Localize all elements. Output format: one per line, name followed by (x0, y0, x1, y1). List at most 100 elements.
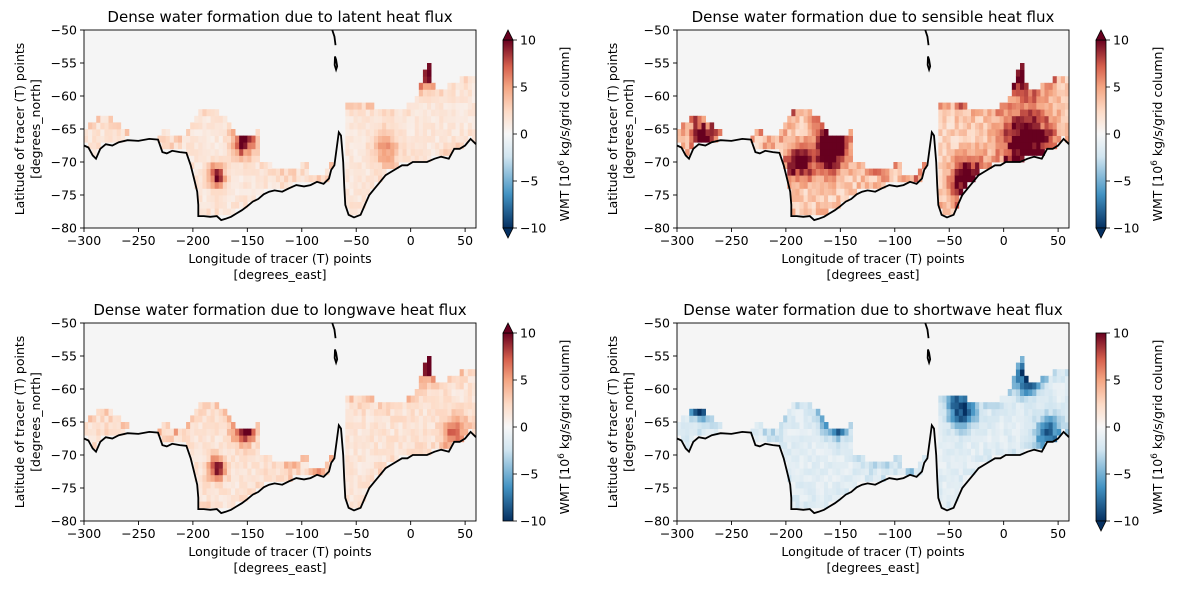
heat-cell (807, 195, 813, 202)
x-tick-label: 0 (1000, 526, 1008, 541)
heat-cell (386, 162, 391, 169)
heat-cell (378, 135, 383, 143)
heat-cell (390, 155, 395, 163)
heat-cell (447, 89, 452, 97)
heat-cell (950, 148, 956, 156)
heat-cell (357, 408, 363, 416)
colorbar-tick-label: 10 (1113, 33, 1129, 48)
heat-cell (1064, 402, 1070, 410)
heat-cell (811, 188, 817, 196)
heat-cell (962, 162, 968, 169)
heat-cell (165, 129, 171, 136)
heat-cell (946, 474, 951, 482)
heat-cell (938, 122, 943, 130)
heat-cell (255, 468, 260, 476)
heat-cell (361, 129, 367, 136)
heat-cell (987, 122, 992, 130)
heat-cell (382, 155, 387, 163)
heat-cell (832, 195, 837, 202)
heat-cell (418, 102, 424, 110)
heat-cell (791, 461, 796, 469)
heat-cell (394, 402, 399, 410)
heat-cell (1011, 89, 1017, 97)
heat-cell (860, 468, 866, 476)
x-tick-label: −150 (230, 526, 264, 541)
heat-cell (324, 175, 330, 183)
x-tick-label: −300 (660, 526, 694, 541)
heat-cell (414, 395, 420, 403)
heat-cell (946, 195, 951, 202)
heat-cell (369, 428, 375, 436)
heat-cell (811, 135, 817, 143)
heat-cell (255, 441, 260, 449)
heat-cell (222, 461, 228, 469)
heat-cell (1015, 362, 1021, 370)
heat-cell (251, 474, 256, 482)
heat-cell (840, 148, 845, 156)
heat-cell (975, 461, 980, 469)
heat-cell (779, 135, 784, 143)
heat-cell (431, 375, 436, 383)
heat-cell (836, 162, 841, 169)
heat-cell (202, 201, 207, 209)
heat-cell (206, 494, 211, 502)
heat-cell (1056, 408, 1062, 416)
heat-cell (394, 448, 399, 456)
heat-cell (410, 441, 416, 449)
heat-cell (1020, 375, 1025, 383)
heat-cell (349, 448, 354, 456)
heat-cell (799, 135, 804, 143)
heat-cell (848, 468, 853, 476)
heat-cell (120, 135, 126, 143)
heat-cell (966, 448, 972, 456)
heat-cell (844, 135, 849, 143)
heat-cell (766, 142, 772, 150)
heat-cell (402, 441, 407, 449)
heat-cell (1024, 142, 1029, 150)
heat-cell (104, 428, 109, 436)
heat-cell (987, 109, 992, 117)
heat-cell (251, 168, 256, 176)
heat-cell (815, 441, 821, 449)
heat-cell (811, 474, 817, 482)
heat-cell (414, 115, 420, 123)
heat-cell (791, 115, 796, 123)
heat-cell (390, 402, 395, 410)
heat-cell (447, 408, 452, 416)
heat-cell (901, 175, 907, 183)
x-tick-label: 50 (457, 526, 473, 541)
heat-cell (958, 415, 964, 423)
heat-cell (406, 415, 412, 423)
heat-cell (275, 181, 281, 189)
heat-cell (422, 435, 428, 443)
heat-cell (799, 195, 804, 202)
heat-cell (1048, 102, 1054, 110)
heat-cell (966, 435, 972, 443)
heat-cell (198, 129, 203, 136)
heat-cell (202, 428, 207, 436)
heat-cell (402, 422, 407, 429)
heat-cell (848, 175, 853, 183)
heat-cell (357, 175, 363, 183)
heat-cell (447, 382, 452, 390)
heat-cell (962, 448, 968, 456)
x-tick-label: −100 (878, 526, 912, 541)
heat-cell (210, 129, 216, 136)
heat-cell (1056, 369, 1062, 377)
heat-cell (685, 435, 690, 443)
heat-cell (795, 501, 800, 509)
heat-cell (222, 115, 228, 123)
heat-cell (807, 474, 813, 482)
heat-cell (819, 181, 825, 189)
heat-cell (447, 122, 452, 130)
heat-cell (775, 435, 780, 443)
heat-cell (235, 168, 240, 176)
heat-cell (1036, 122, 1041, 130)
heat-cell (971, 415, 976, 423)
heat-cell (1007, 155, 1013, 163)
heat-cell (190, 148, 195, 156)
heat-cell (157, 428, 162, 436)
heat-cell (414, 415, 420, 423)
heat-cell (361, 135, 367, 143)
y-axis-label: Latitude of tracer (T) points (605, 336, 620, 509)
